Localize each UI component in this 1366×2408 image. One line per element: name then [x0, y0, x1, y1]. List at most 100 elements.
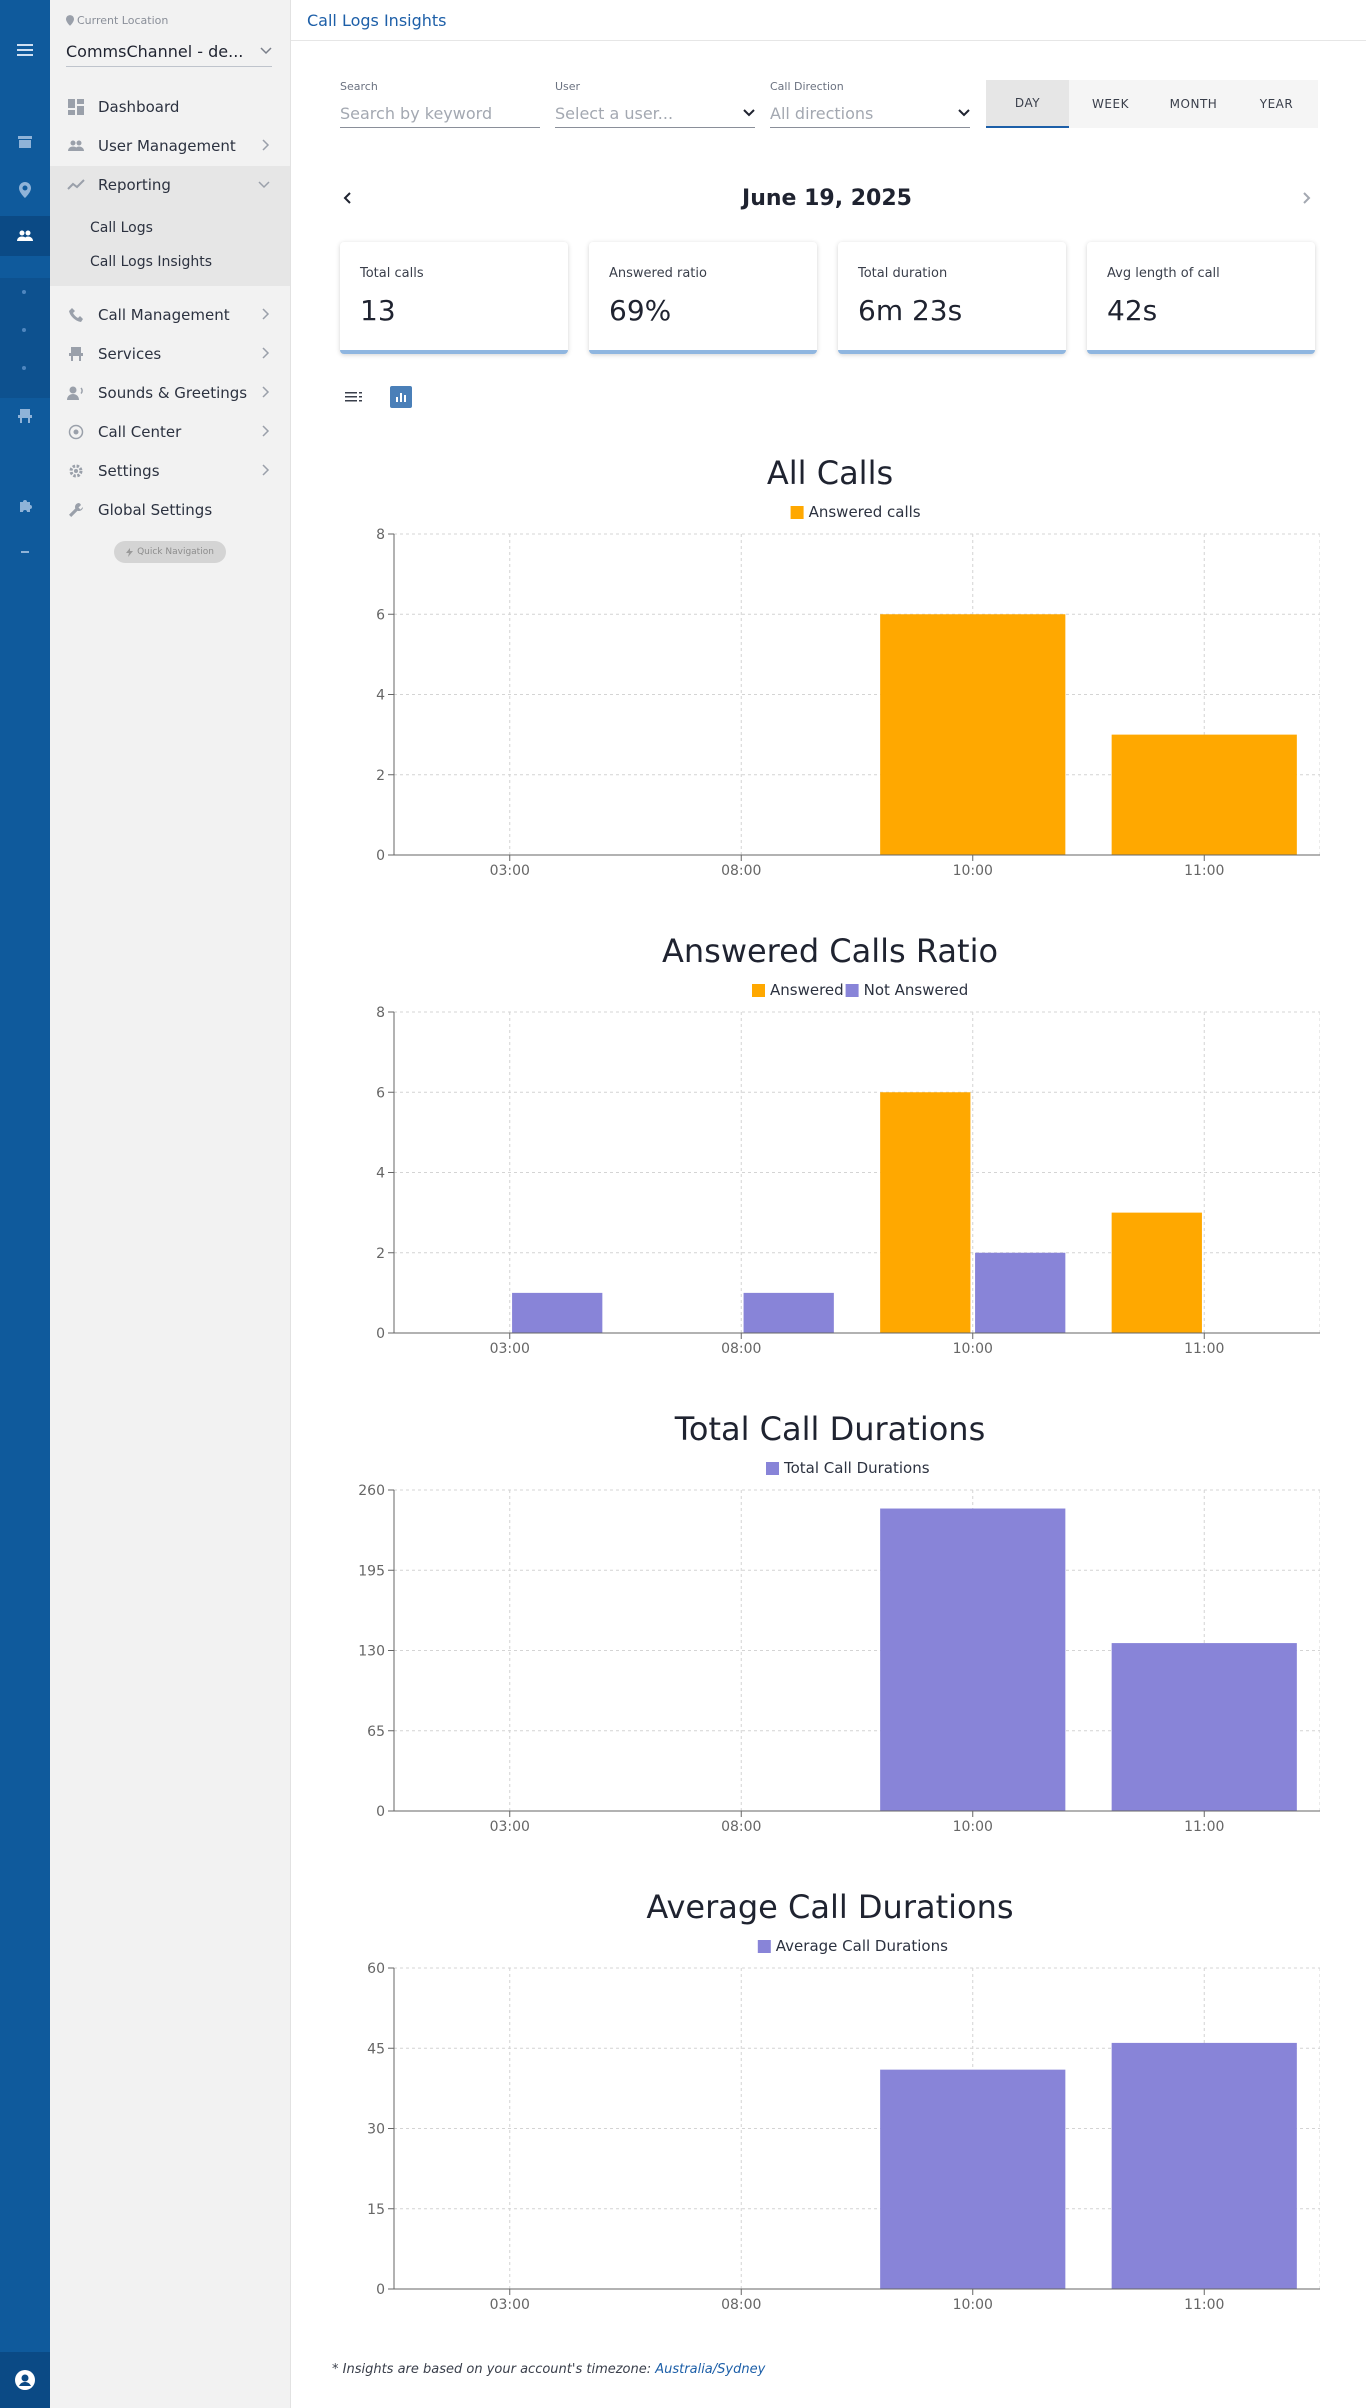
- next-date-button[interactable]: [1297, 186, 1317, 210]
- sidebar-item-dashboard[interactable]: Dashboard: [50, 88, 290, 126]
- call-direction-placeholder: All directions: [770, 103, 874, 123]
- chart-title: Average Call Durations: [646, 1888, 1014, 1926]
- x-tick-label: 08:00: [721, 863, 761, 879]
- sidebar-subitem-call-logs[interactable]: Call Logs: [90, 220, 153, 236]
- x-tick-label: 11:00: [1184, 1819, 1224, 1835]
- rail-dot: [22, 290, 26, 294]
- stat-card-total-calls: Total calls 13: [340, 242, 568, 354]
- tab-week[interactable]: WEEK: [1092, 97, 1129, 111]
- legend-swatch: [790, 506, 804, 519]
- legend-swatch: [845, 984, 859, 997]
- sidebar-subitem-call-logs-insights[interactable]: Call Logs Insights: [90, 254, 213, 270]
- people-icon[interactable]: [0, 216, 50, 256]
- minus-icon[interactable]: [0, 532, 50, 572]
- tab-year[interactable]: YEAR: [1259, 97, 1294, 111]
- x-tick-label: 08:00: [721, 1819, 761, 1835]
- sidebar-item-settings[interactable]: Settings: [50, 452, 290, 490]
- sidebar-item-label: Dashboard: [98, 98, 180, 116]
- x-tick-label: 03:00: [490, 1819, 530, 1835]
- x-tick-label: 03:00: [490, 863, 530, 879]
- search-input[interactable]: Search by keyword: [340, 99, 540, 128]
- chevron-right-icon: [1303, 192, 1311, 204]
- chevron-down-icon: [958, 109, 970, 117]
- range-tabs: DAY WEEK MONTH YEAR: [986, 80, 1318, 128]
- chart-bar[interactable]: [1111, 2042, 1297, 2289]
- stat-value: 6m 23s: [858, 294, 963, 327]
- list-view-icon[interactable]: [343, 386, 365, 408]
- y-tick-label: 45: [367, 2041, 385, 2057]
- y-tick-label: 195: [358, 1563, 385, 1579]
- chart-bar[interactable]: [880, 1092, 971, 1333]
- chart-svg: Answered calls 0 2 4 6 8 03:00 08:00 10:00 11:00: [376, 504, 1320, 879]
- sidebar-item-sounds-greetings[interactable]: Sounds & Greetings: [50, 374, 290, 412]
- rail-dot: [22, 366, 26, 370]
- y-tick-label: 260: [358, 1483, 385, 1499]
- menu-icon[interactable]: [0, 30, 50, 70]
- location-pin-icon: [66, 15, 74, 26]
- y-tick-label: 4: [376, 688, 385, 704]
- chart-bar[interactable]: [1111, 1643, 1297, 1811]
- x-tick-label: 10:00: [953, 863, 993, 879]
- location-pin-icon[interactable]: [0, 170, 50, 210]
- y-tick-label: 65: [367, 1724, 385, 1740]
- y-tick-label: 60: [367, 1961, 385, 1977]
- account-circle-icon[interactable]: [0, 2352, 50, 2408]
- tab-month[interactable]: MONTH: [1169, 97, 1218, 111]
- y-tick-label: 4: [376, 1166, 385, 1182]
- chart-bar[interactable]: [1111, 734, 1297, 855]
- prev-date-button[interactable]: [337, 186, 357, 210]
- top-bar: Call Logs Insights: [291, 0, 1366, 41]
- y-tick-label: 130: [358, 1644, 385, 1660]
- chart-svg: Answered Not Answered 0 2 4 6 8 03:00 08:00 10:00…: [376, 982, 1320, 1357]
- stat-title: Answered ratio: [609, 266, 707, 281]
- sidebar-item-user-management[interactable]: User Management: [50, 127, 290, 165]
- store-icon[interactable]: [0, 122, 50, 162]
- chart-bar[interactable]: [880, 1508, 1066, 1811]
- stat-card-avg-length: Avg length of call 42s: [1087, 242, 1315, 354]
- tab-day[interactable]: DAY: [986, 80, 1069, 128]
- y-tick-label: 15: [367, 2202, 385, 2218]
- legend-label: Answered calls: [809, 504, 921, 521]
- user-placeholder: Select a user...: [555, 103, 674, 123]
- user-select[interactable]: Select a user...: [555, 99, 755, 128]
- chart-view-icon[interactable]: [390, 386, 412, 408]
- y-tick-label: 0: [376, 2282, 385, 2298]
- y-tick-label: 8: [376, 527, 385, 543]
- rail-dot: [22, 328, 26, 332]
- chevron-right-icon: [262, 139, 270, 151]
- stat-card-answered-ratio: Answered ratio 69%: [589, 242, 817, 354]
- chart-bar[interactable]: [880, 614, 1066, 855]
- quick-navigation-button[interactable]: Quick Navigation: [114, 541, 226, 563]
- y-tick-label: 30: [367, 2122, 385, 2138]
- chart-bar[interactable]: [1111, 1212, 1202, 1333]
- chart-bar[interactable]: [512, 1292, 603, 1333]
- chart-legend: Answered calls: [790, 504, 921, 521]
- breadcrumb[interactable]: Call Logs Insights: [307, 10, 447, 30]
- x-tick-label: 08:00: [721, 1341, 761, 1357]
- services-icon: [66, 347, 86, 361]
- sidebar-item-global-settings[interactable]: Global Settings: [50, 491, 290, 529]
- call-direction-select[interactable]: All directions: [770, 99, 970, 128]
- sidebar-item-reporting[interactable]: Reporting: [50, 166, 290, 204]
- stat-title: Total calls: [360, 266, 424, 281]
- chart-bar[interactable]: [975, 1252, 1066, 1333]
- chart-bar[interactable]: [880, 2069, 1066, 2289]
- timezone-link[interactable]: Australia/Sydney: [655, 2362, 766, 2377]
- stat-value: 13: [360, 294, 396, 327]
- chart-bar[interactable]: [743, 1292, 834, 1333]
- sidebar-item-call-management[interactable]: Call Management: [50, 296, 290, 334]
- rail-submenu-block: [0, 278, 50, 398]
- x-tick-label: 10:00: [953, 2297, 993, 2313]
- legend-label: Not Answered: [864, 982, 969, 999]
- call-direction-label: Call Direction: [770, 80, 844, 93]
- x-tick-label: 03:00: [490, 1341, 530, 1357]
- location-select[interactable]: CommsChannel - de...: [66, 36, 272, 67]
- chevron-down-icon: [260, 47, 272, 55]
- sidebar-item-services[interactable]: Services: [50, 335, 290, 373]
- sidebar-item-call-center[interactable]: Call Center: [50, 413, 290, 451]
- chair-icon[interactable]: [0, 396, 50, 436]
- icon-rail: [0, 0, 50, 2408]
- puzzle-icon[interactable]: [0, 486, 50, 526]
- y-tick-label: 2: [376, 768, 385, 784]
- sidebar-item-label: Call Management: [98, 306, 230, 324]
